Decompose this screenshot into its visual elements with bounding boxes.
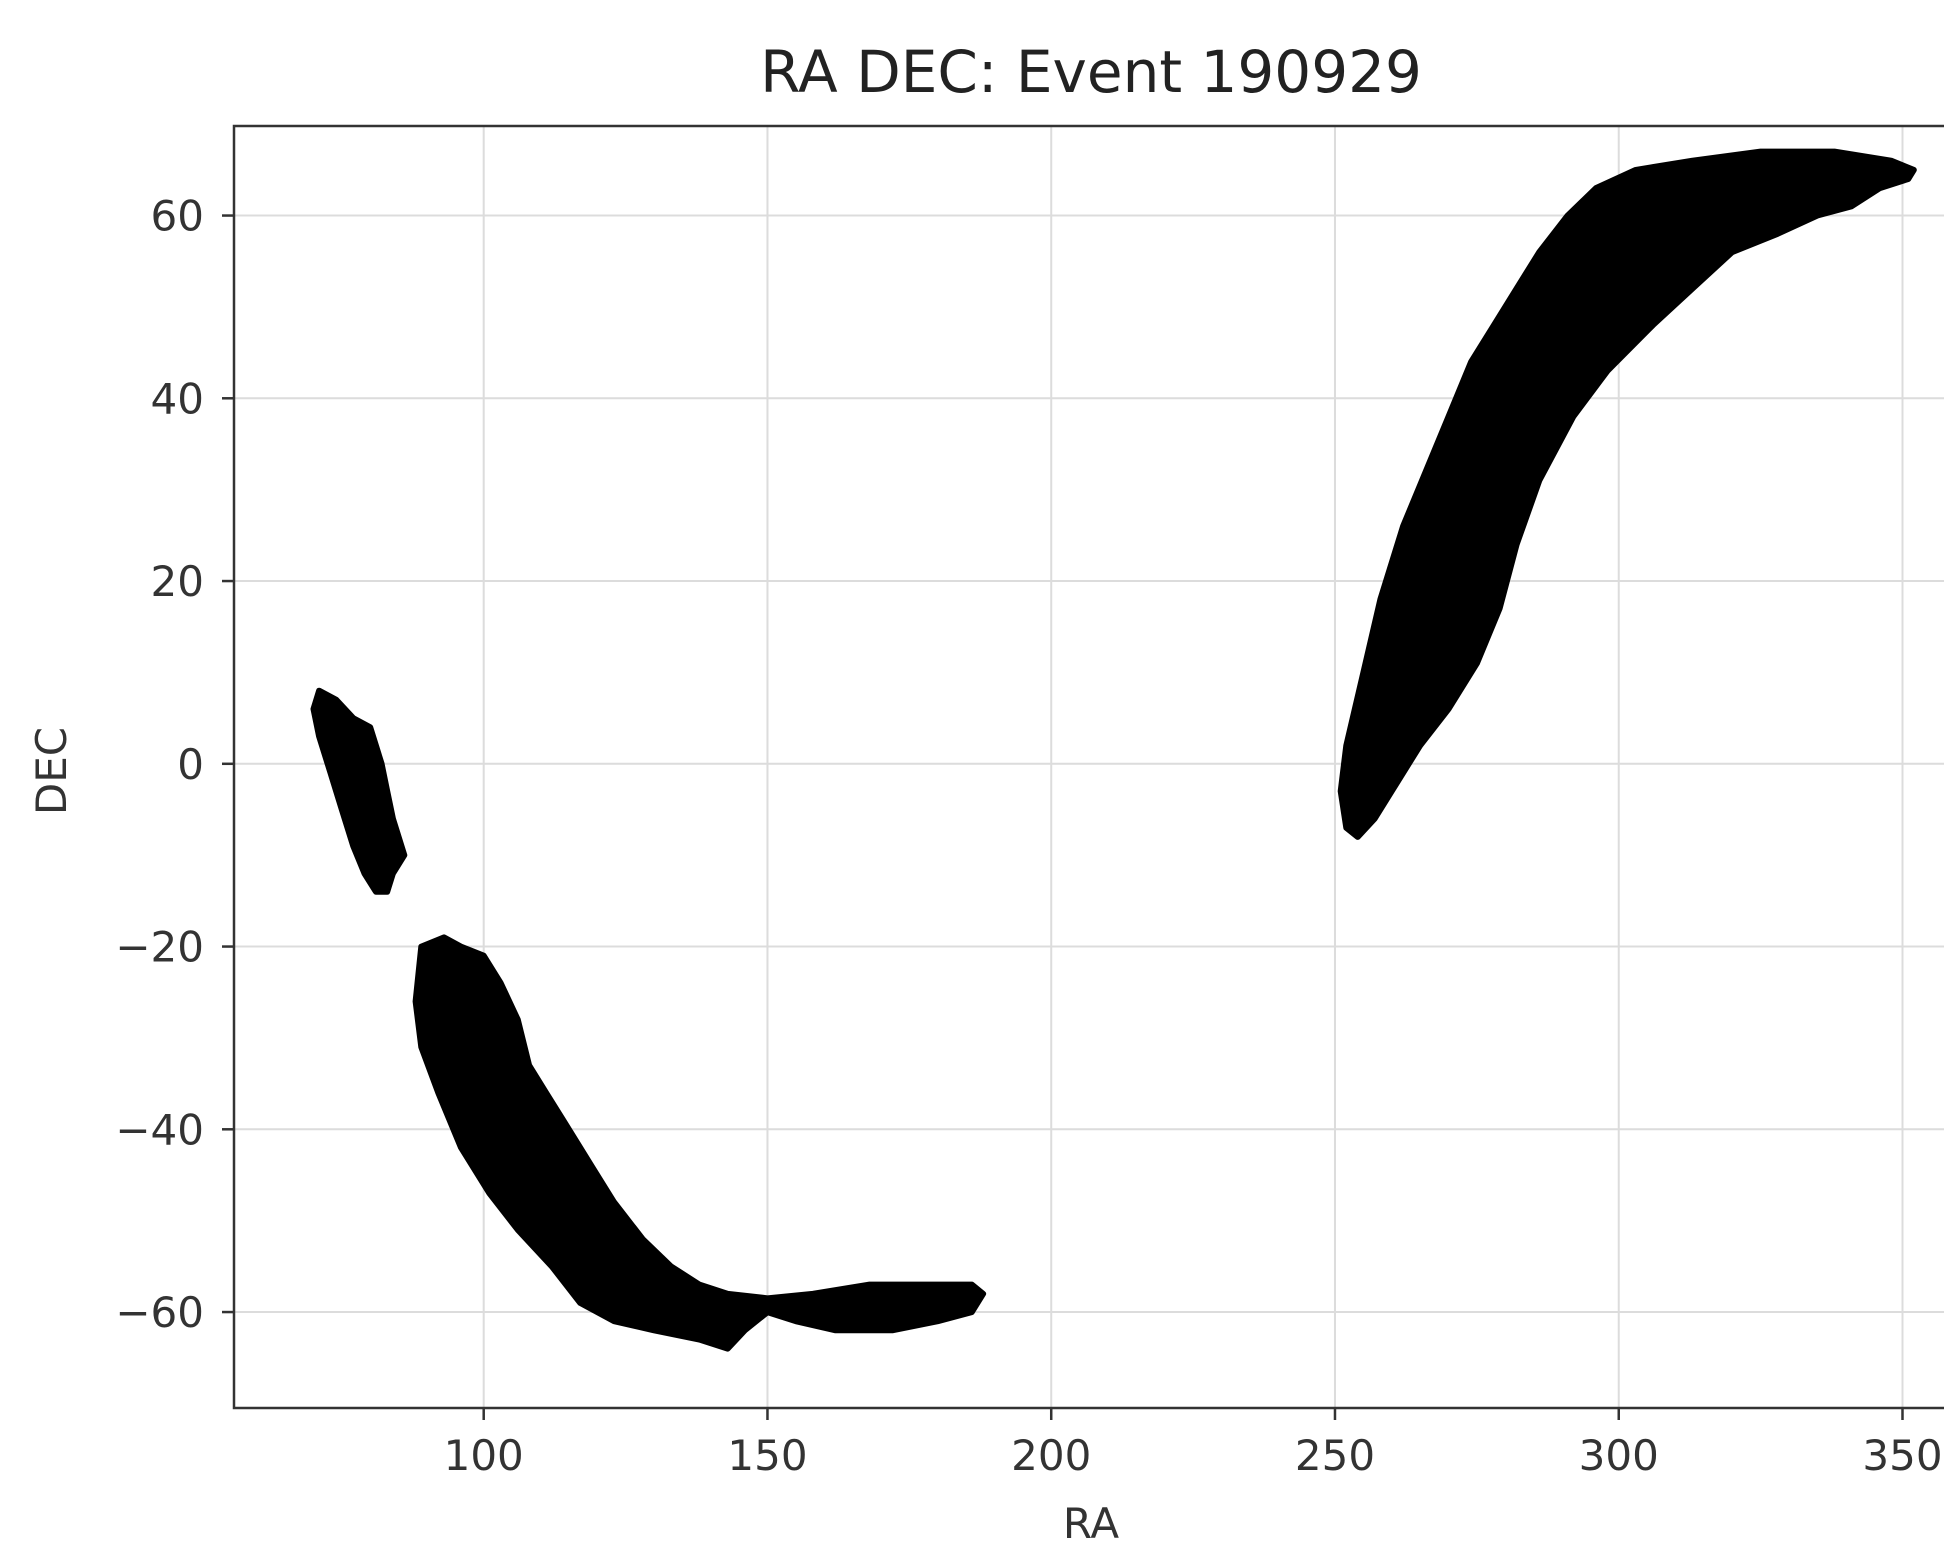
y-tick-label: 60	[151, 192, 204, 241]
x-tick-label: 150	[727, 1431, 807, 1480]
y-axis-label: DEC	[27, 727, 76, 815]
y-tick-label: −60	[115, 1288, 204, 1337]
y-tick-label: −40	[115, 1105, 204, 1154]
tick-labels: 100 150 200 250 300 350 −60 −40 −20 0 20 40 60	[115, 192, 1942, 1480]
axes	[232, 124, 1944, 1410]
data-points	[310, 148, 1917, 1352]
y-tick-label: 20	[151, 557, 204, 606]
scatter-region-2	[412, 934, 987, 1352]
x-axis-label: RA	[1063, 1499, 1119, 1544]
y-tick-label: −20	[115, 923, 204, 972]
grid-lines	[234, 126, 1944, 1408]
chart-title: RA DEC: Event 190929	[760, 38, 1422, 106]
axes-frame	[232, 124, 1944, 1410]
x-tick-label: 250	[1295, 1431, 1375, 1480]
y-tick-label: 0	[177, 740, 204, 789]
x-tick-label: 100	[444, 1431, 524, 1480]
x-tick-label: 350	[1862, 1431, 1942, 1480]
x-tick-label: 300	[1579, 1431, 1659, 1480]
x-tick-label: 200	[1011, 1431, 1091, 1480]
scatter-region-1	[310, 687, 408, 895]
y-tick-label: 40	[151, 374, 204, 423]
scatter-region-3	[1337, 148, 1917, 840]
